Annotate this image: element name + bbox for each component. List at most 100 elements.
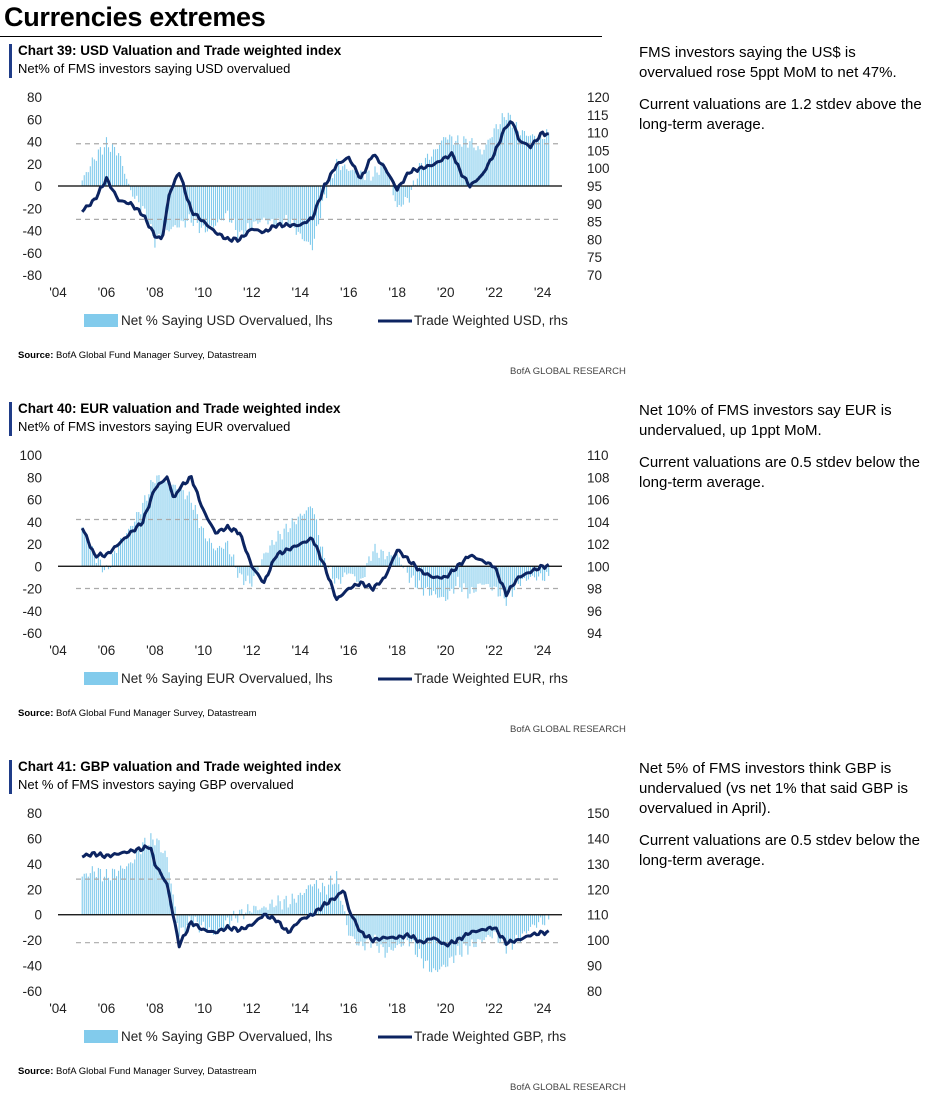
bar (142, 186, 143, 206)
right-tick-label: 96 (587, 604, 602, 619)
bar (358, 566, 359, 582)
right-tick-label: 108 (587, 470, 610, 485)
bar (148, 845, 149, 915)
bar (257, 566, 258, 570)
bar (274, 186, 275, 228)
bar (239, 566, 240, 573)
bar (542, 139, 543, 186)
left-tick-label: -60 (22, 984, 42, 999)
legend-line-label: Trade Weighted GBP, rhs (414, 1029, 566, 1044)
x-tick-label: '16 (340, 1001, 358, 1016)
bar (243, 186, 244, 238)
bar (437, 566, 438, 598)
bar (225, 542, 226, 566)
bar (160, 186, 161, 240)
bar (312, 508, 313, 566)
bar (500, 124, 501, 186)
bar (512, 566, 513, 597)
bar (512, 915, 513, 950)
left-tick-label: 20 (27, 537, 42, 552)
bar (185, 499, 186, 566)
bar (162, 853, 163, 915)
left-tick-label: 40 (27, 515, 42, 530)
bar (465, 915, 466, 946)
bar (92, 866, 93, 915)
bar (179, 186, 180, 227)
bar (82, 877, 83, 915)
x-axis: '04'06'08'10'12'14'16'18'20'22'24 (49, 285, 552, 300)
bar (112, 144, 113, 186)
bar (116, 155, 117, 186)
bar (526, 915, 527, 934)
bar (461, 915, 462, 957)
bar (294, 899, 295, 915)
bar (530, 915, 531, 927)
bar (162, 483, 163, 567)
x-tick-label: '24 (534, 1001, 552, 1016)
bar (253, 906, 254, 915)
bar (403, 186, 404, 205)
bar (140, 854, 141, 914)
bar (374, 166, 375, 186)
bar (114, 869, 115, 914)
bar (471, 915, 472, 940)
bar (304, 186, 305, 241)
bar (132, 186, 133, 197)
bar (415, 915, 416, 955)
right-tick-label: 110 (587, 448, 609, 463)
bar (278, 186, 279, 218)
bar (473, 148, 474, 186)
bar (417, 915, 418, 957)
left-tick-label: 80 (27, 90, 42, 105)
bar (308, 885, 309, 914)
bar (350, 566, 351, 573)
left-tick-label: -80 (22, 268, 42, 283)
legend-bar-swatch (84, 1030, 118, 1043)
bar (267, 910, 268, 915)
bar (334, 174, 335, 186)
bar (94, 556, 95, 566)
bar (429, 160, 430, 186)
bar (138, 851, 139, 915)
left-tick-label: -40 (22, 224, 42, 239)
bar (294, 522, 295, 567)
bar (102, 155, 103, 186)
bar (443, 566, 444, 597)
brand-label: BofA GLOBAL RESEARCH (510, 1082, 626, 1093)
bar (185, 915, 186, 934)
bar (126, 179, 127, 186)
x-tick-label: '18 (388, 643, 406, 658)
bar (191, 503, 192, 566)
bar (540, 132, 541, 186)
bar (282, 186, 283, 229)
bar (158, 475, 159, 566)
bar (187, 915, 188, 925)
bar (171, 485, 172, 566)
bar (116, 553, 117, 566)
bar (227, 541, 228, 566)
bar (267, 553, 268, 567)
legend-bar-swatch (84, 314, 118, 327)
bar (181, 915, 182, 928)
chart-source: Source: BofA Global Fund Manager Survey,… (18, 1066, 257, 1077)
bar (447, 140, 448, 186)
right-tick-label: 140 (587, 831, 610, 846)
source-label: Source: (18, 708, 53, 719)
bar (310, 884, 311, 914)
bar (486, 566, 487, 584)
bar (433, 149, 434, 186)
bar (481, 154, 482, 186)
left-tick-label: 60 (27, 112, 42, 127)
bar (536, 139, 537, 186)
bar (296, 186, 297, 235)
bar (183, 490, 184, 566)
bar (368, 556, 369, 566)
bar (346, 566, 347, 574)
bar (336, 871, 337, 915)
bar (471, 566, 472, 587)
source-label: Source: (18, 350, 53, 361)
bar (342, 166, 343, 186)
bar (522, 915, 523, 934)
commentary-paragraph: FMS investors saying the US$ is overvalu… (639, 43, 931, 83)
